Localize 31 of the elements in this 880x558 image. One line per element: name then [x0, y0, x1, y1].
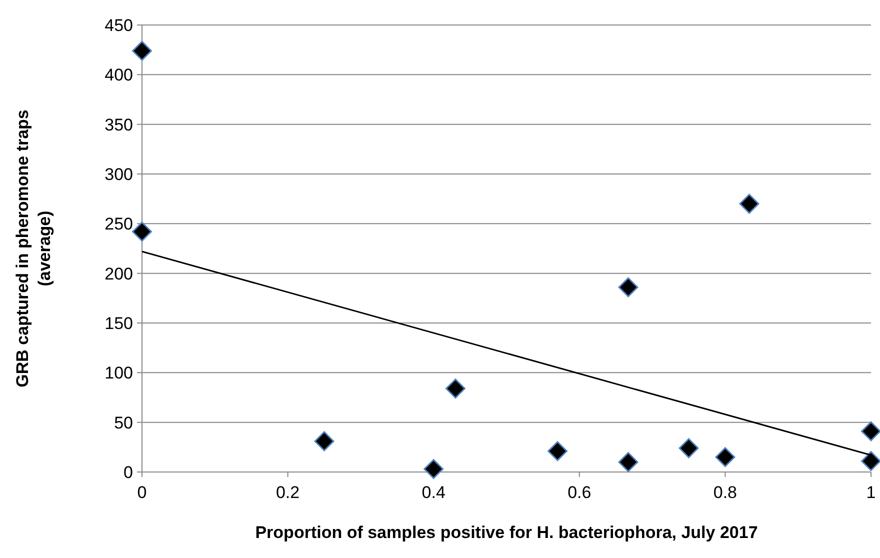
point [424, 459, 444, 479]
y-tick-label: 450 [104, 16, 133, 35]
y-tick-label: 250 [104, 214, 133, 234]
y-tick-label: 50 [114, 413, 133, 432]
point [861, 421, 880, 442]
y-axis-title: GRB captured in pheromone traps (average) [13, 110, 54, 388]
x-tick-label: 0.6 [568, 483, 592, 502]
point [678, 438, 699, 458]
point [715, 447, 736, 468]
point [314, 431, 334, 452]
point [132, 222, 152, 242]
y-tick-label: 300 [104, 164, 133, 184]
point [618, 277, 638, 298]
y-tick-label: 0 [124, 462, 133, 482]
point [446, 378, 466, 399]
point [861, 451, 880, 472]
y-tick-label: 100 [104, 364, 133, 383]
point [618, 452, 638, 472]
x-axis-title: Proportion of samples positive for H. bacteriophora, July 2017 [255, 523, 758, 542]
x-tick-label: 0.4 [422, 483, 446, 502]
point [132, 40, 152, 61]
x-tick-label: 1 [866, 483, 876, 502]
y-tick-label: 400 [104, 66, 133, 85]
x-tick-label: 0.8 [713, 483, 738, 502]
x-tick-label: 0.2 [276, 483, 300, 502]
x-tick-label: 0 [137, 483, 147, 502]
y-tick-label: 200 [104, 264, 133, 284]
point [548, 441, 568, 462]
y-tick-label: 150 [104, 314, 133, 333]
point [739, 194, 760, 214]
y-tick-label: 350 [104, 115, 133, 134]
